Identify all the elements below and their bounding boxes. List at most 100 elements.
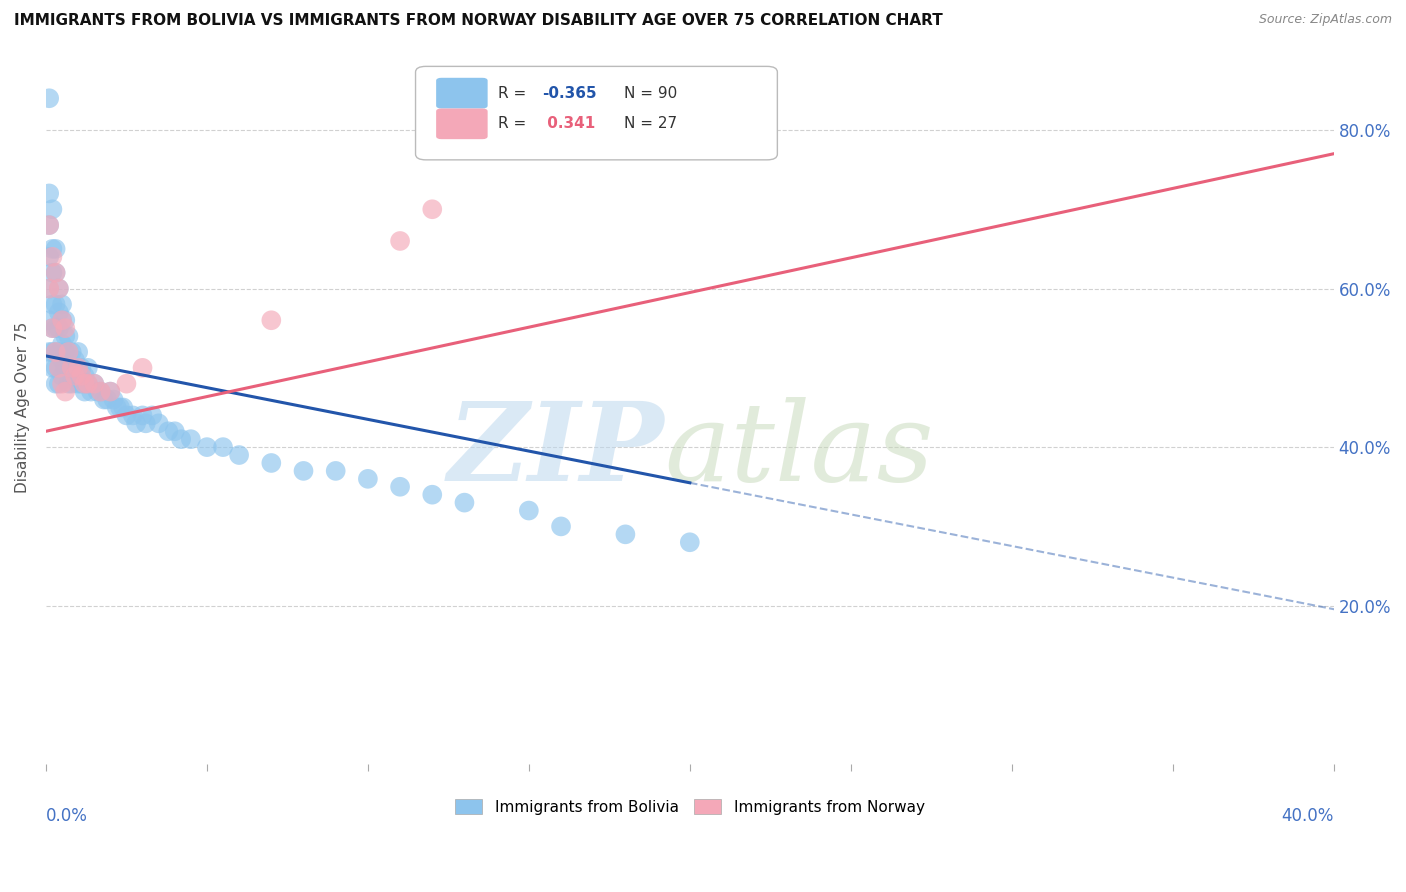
Point [148,417,170,431]
Point [60,376,83,391]
Point [51,297,73,311]
Point [38,218,60,232]
Point [51,368,73,383]
Point [228,448,250,462]
FancyBboxPatch shape [436,78,488,109]
Point [41,297,63,311]
Point [51,376,73,391]
Point [60,360,83,375]
Point [60,360,83,375]
Point [58,345,80,359]
Point [614,527,637,541]
Point [58,360,80,375]
Point [357,472,380,486]
Point [53,384,76,399]
Point [76,376,98,391]
Point [38,345,60,359]
Text: atlas: atlas [664,397,934,504]
Point [103,392,125,407]
Point [112,401,135,415]
Point [420,488,443,502]
FancyBboxPatch shape [436,109,488,139]
Point [115,376,138,391]
Point [163,424,186,438]
Point [51,337,73,351]
Point [41,345,63,359]
Point [122,409,145,423]
Point [45,297,67,311]
Point [41,242,63,256]
Text: -0.365: -0.365 [541,86,596,101]
Point [325,464,347,478]
Point [389,480,412,494]
Point [45,360,67,375]
Point [76,360,98,375]
Point [41,321,63,335]
Point [53,345,76,359]
Point [195,440,218,454]
Text: R =: R = [498,86,531,101]
Text: 0.0%: 0.0% [46,807,87,825]
Point [38,186,60,201]
Point [63,368,86,383]
Point [38,281,60,295]
Point [76,376,98,391]
Point [48,321,70,335]
Point [260,456,283,470]
Point [53,329,76,343]
Point [48,281,70,295]
Text: 0.341: 0.341 [541,116,595,131]
Point [125,417,148,431]
Text: ZIP: ZIP [447,397,664,504]
Point [63,368,86,383]
Text: N = 27: N = 27 [624,116,678,131]
Point [45,242,67,256]
Text: IMMIGRANTS FROM BOLIVIA VS IMMIGRANTS FROM NORWAY DISABILITY AGE OVER 75 CORRELA: IMMIGRANTS FROM BOLIVIA VS IMMIGRANTS FR… [14,13,943,29]
Point [70,368,93,383]
Point [96,392,118,407]
Point [38,250,60,264]
Point [98,384,121,399]
Point [131,409,153,423]
Point [90,384,112,399]
Point [80,384,103,399]
Point [41,360,63,375]
Point [53,313,76,327]
Point [157,424,180,438]
Text: R =: R = [498,116,531,131]
Point [679,535,702,549]
Point [105,401,128,415]
Point [170,432,193,446]
Point [86,384,108,399]
Point [48,360,70,375]
Y-axis label: Disability Age Over 75: Disability Age Over 75 [15,322,30,493]
Point [83,376,105,391]
Point [48,305,70,319]
Point [212,440,235,454]
Point [41,266,63,280]
Point [48,345,70,359]
Point [51,313,73,327]
Point [58,329,80,343]
Point [73,368,96,383]
Point [108,401,131,415]
Point [517,503,540,517]
Point [41,202,63,217]
Point [70,360,93,375]
Point [45,345,67,359]
Point [48,360,70,375]
Point [45,345,67,359]
Text: 40.0%: 40.0% [1281,807,1334,825]
Point [135,417,157,431]
Point [67,360,90,375]
Point [73,376,96,391]
Point [93,392,115,407]
Point [51,352,73,367]
Point [41,250,63,264]
Point [38,218,60,232]
Point [63,352,86,367]
Point [389,234,412,248]
Text: Source: ZipAtlas.com: Source: ZipAtlas.com [1258,13,1392,27]
Point [48,376,70,391]
Text: N = 90: N = 90 [624,86,678,101]
